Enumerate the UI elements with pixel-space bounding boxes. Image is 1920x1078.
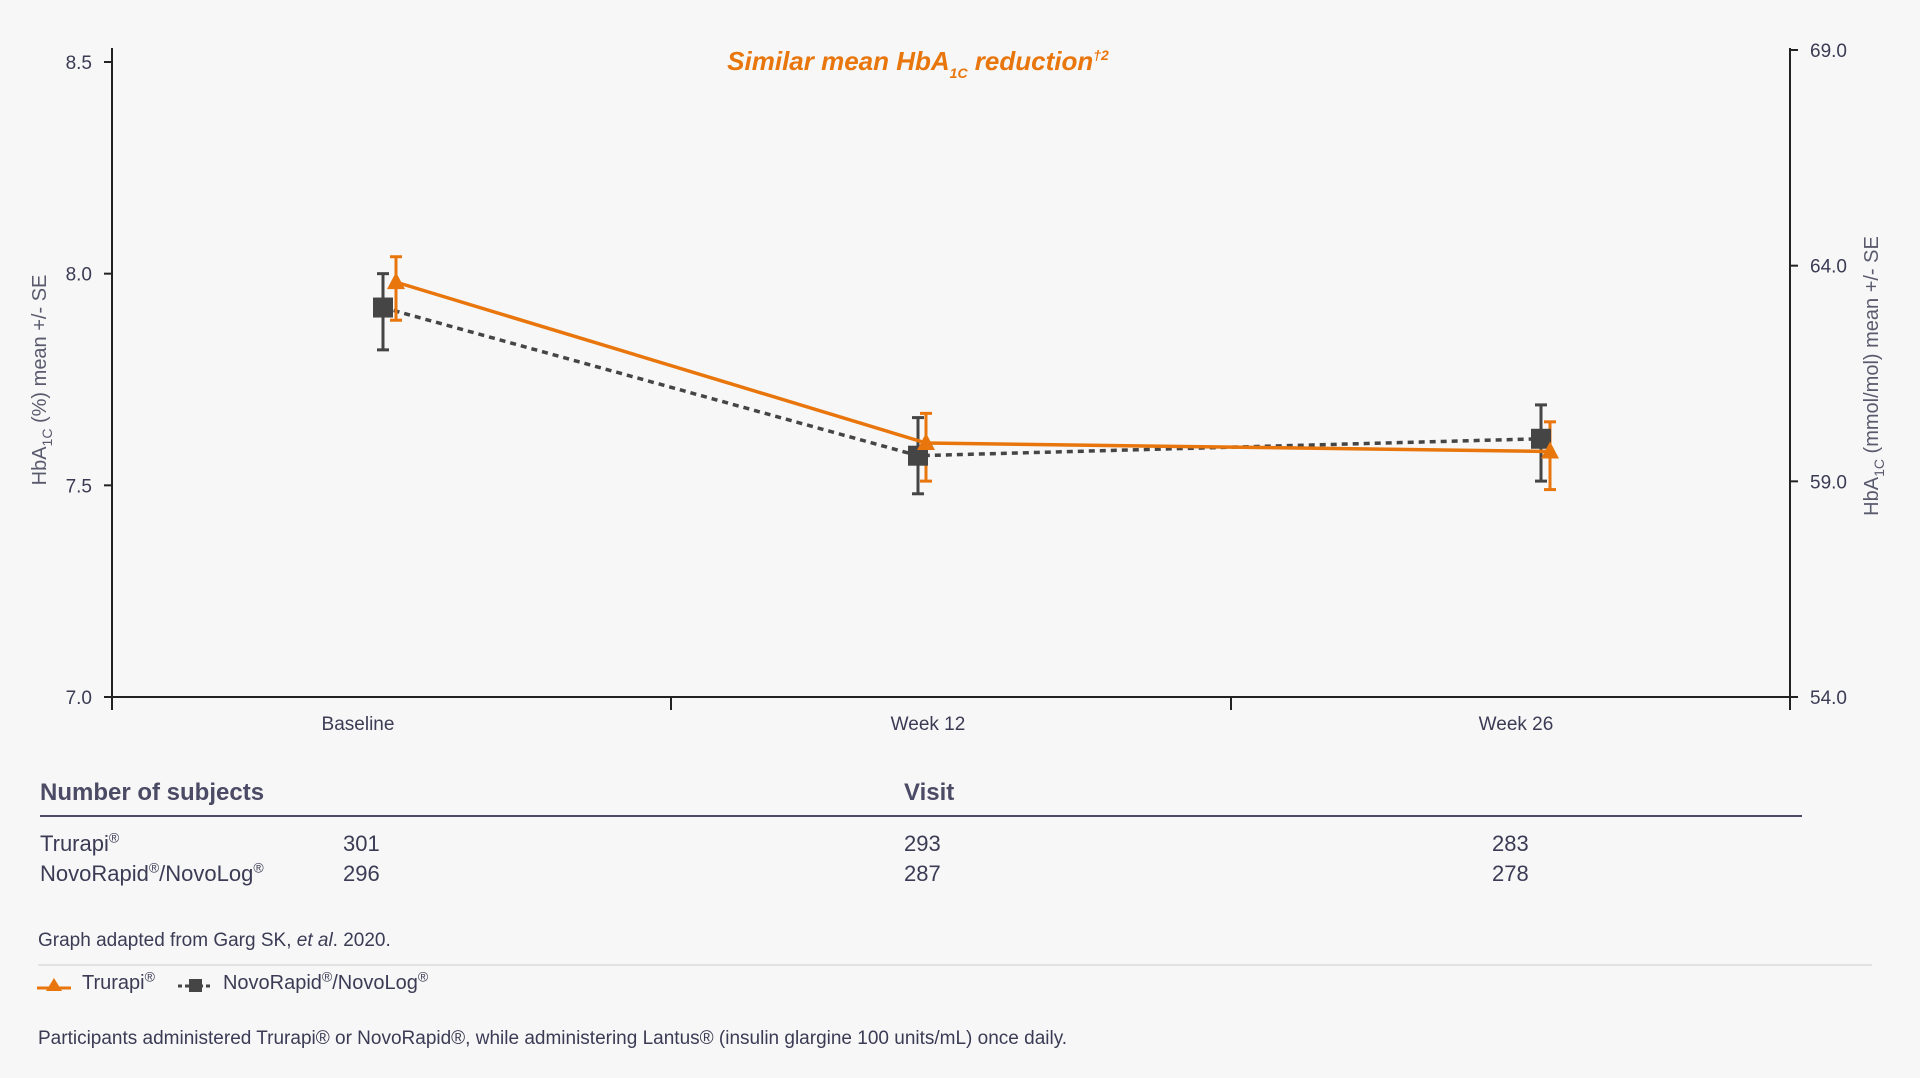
source-citation: Graph adapted from Garg SK, et al. 2020.	[38, 930, 391, 951]
row-value-week12: 287	[904, 861, 941, 886]
legend-label-novorapid: NovoRapid®/NovoLog®	[222, 968, 429, 994]
x-tick-label: Week 12	[891, 714, 966, 735]
left-y-tick-label: 8.0	[66, 265, 92, 286]
svg-text:Similar mean HbA1C reduction†2: Similar mean HbA1C reduction†2	[727, 46, 1109, 81]
subjects-row-trurapi: Trurapi® 301 293 283	[40, 829, 1802, 859]
subjects-row-novorapid: NovoRapid®/NovoLog® 296 287 278	[40, 859, 1802, 889]
data-point-novorapid	[1531, 428, 1551, 449]
data-point-trurapi	[387, 272, 405, 290]
data-point-novorapid	[373, 297, 393, 318]
row-value-baseline: 296	[343, 861, 380, 886]
hba1c-chart: Similar mean HbA1C reduction†2 7.0 7.5 8.0…	[29, 41, 1887, 735]
visit-header-label: Visit	[904, 779, 955, 806]
right-y-tick-label: 69.0	[1810, 41, 1847, 62]
divider	[38, 964, 1872, 966]
chart-title: Similar mean HbA1C reduction†2	[727, 46, 1109, 81]
right-y-tick-label: 54.0	[1810, 688, 1847, 709]
series-layer	[373, 255, 1559, 496]
legend-item-novorapid: NovoRapid®/NovoLog®	[177, 968, 429, 995]
left-y-ticks: 7.0 7.5 8.0 8.5	[66, 53, 112, 709]
right-y-tick-label: 64.0	[1810, 257, 1847, 278]
row-name: NovoRapid®/NovoLog®	[40, 859, 264, 886]
series-line-trurapi	[395, 280, 1551, 454]
row-name: Trurapi®	[40, 829, 120, 856]
left-y-tick-label: 7.0	[66, 688, 92, 709]
left-y-tick-label: 7.5	[66, 476, 92, 497]
left-y-tick-label: 8.5	[66, 53, 92, 74]
data-point-novorapid	[908, 445, 928, 466]
subjects-table: Number of subjects Visit Trurapi® 301 29…	[40, 775, 1802, 889]
data-point-trurapi	[917, 433, 935, 450]
left-y-axis-label: HbA1C (%) mean +/- SE	[29, 275, 55, 486]
x-tick-labels: Baseline Week 12 Week 26	[322, 714, 1554, 735]
x-tick-label: Week 26	[1479, 714, 1554, 735]
svg-text:HbA1C (%) mean +/- SE: HbA1C (%) mean +/- SE	[29, 275, 55, 486]
footnote: Participants administered Trurapi® or No…	[38, 1028, 1068, 1049]
x-tick-label: Baseline	[322, 714, 395, 735]
svg-text:HbA1C (mmol/mol) mean +/- SE: HbA1C (mmol/mol) mean +/- SE	[1861, 236, 1887, 516]
legend-label-trurapi: Trurapi®	[82, 968, 155, 994]
gray-square-marker-icon	[177, 978, 212, 992]
orange-triangle-marker-icon	[37, 977, 71, 991]
subjects-table-header: Number of subjects Visit	[40, 775, 1802, 817]
row-value-week12: 293	[904, 831, 941, 856]
row-value-baseline: 301	[343, 831, 380, 856]
row-value-week26: 278	[1492, 861, 1529, 886]
subjects-header-label: Number of subjects	[40, 779, 265, 806]
data-point-trurapi	[1541, 441, 1559, 459]
right-y-ticks: 54.0 59.0 64.0 69.0	[1790, 41, 1847, 709]
right-y-tick-label: 59.0	[1810, 472, 1847, 493]
legend: Trurapi® NovoRapid®/NovoLog®	[36, 968, 450, 995]
legend-item-trurapi: Trurapi®	[36, 968, 155, 995]
right-y-axis-label: HbA1C (mmol/mol) mean +/- SE	[1861, 236, 1887, 516]
row-value-week26: 283	[1492, 831, 1529, 856]
